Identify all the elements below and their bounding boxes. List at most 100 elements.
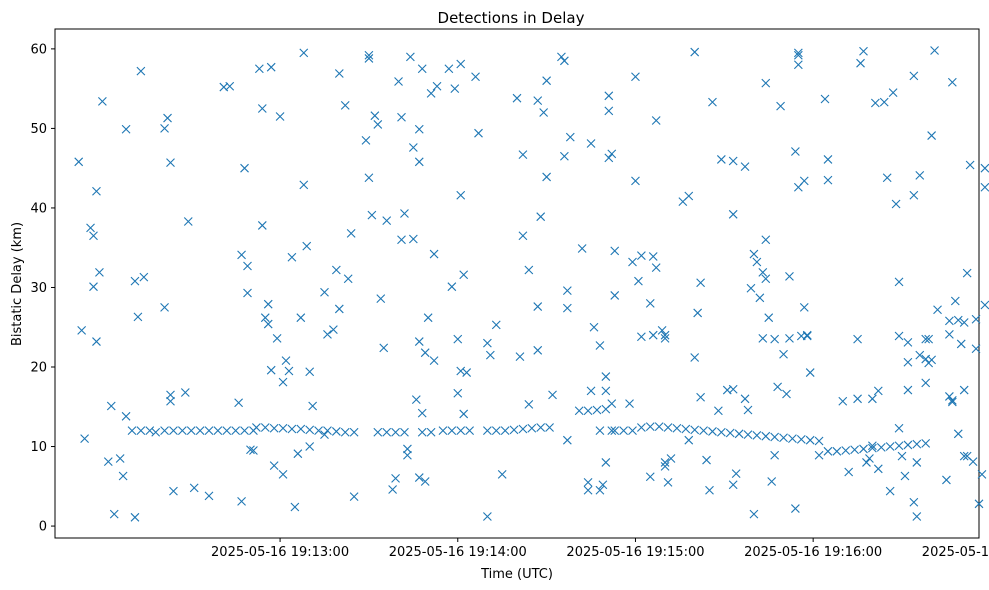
data-point [518,231,528,241]
data-point [231,426,241,436]
data-point [539,108,549,117]
x-tick-label: 2025-05-16 19:15:00 [566,545,704,560]
data-point [867,394,877,404]
data-point [793,50,803,60]
data-point [485,350,495,360]
data-point [305,367,315,377]
chart-title: Detections in Delay [438,9,585,27]
data-point [879,97,889,107]
data-point [414,157,424,167]
data-point [518,424,528,434]
data-point [145,426,155,436]
data-point [527,423,537,433]
data-point [515,352,525,362]
y-tick-label: 60 [30,42,47,57]
data-point [491,320,501,330]
data-point [447,282,457,292]
x-tick-label: 2025-05-16 19:13:00 [211,545,349,560]
data-point [343,274,353,284]
data-point [183,217,193,226]
data-point [225,81,235,91]
data-point [607,149,617,159]
data-point [788,434,797,443]
data-point [281,356,291,366]
data-point [894,441,904,451]
data-point [705,485,714,495]
data-point [136,426,146,436]
data-point [314,426,323,436]
data-point [912,512,922,521]
data-point [601,372,611,381]
data-point [565,132,575,142]
data-point [790,504,800,513]
data-point [776,101,785,111]
data-point [509,425,519,435]
data-point [785,271,794,281]
data-point [761,274,771,284]
data-point [708,97,717,107]
data-point [628,426,637,436]
data-point [533,302,543,311]
data-point [799,302,809,312]
data-point [557,52,566,62]
data-point [583,406,593,416]
data-point [559,151,569,161]
data-point [432,81,442,91]
data-point [980,182,989,192]
data-point [453,388,463,398]
data-point [109,509,119,519]
data-point [823,446,833,456]
data-point [968,457,978,467]
data-point [921,438,931,448]
data-point [583,477,593,487]
data-point [115,454,125,463]
data-point [634,276,643,286]
data-point [980,300,989,310]
data-point [867,443,877,453]
data-point [373,427,383,437]
data-point [92,337,101,346]
data-point [86,223,95,233]
data-point [408,143,418,152]
data-point [785,333,794,343]
data-point [447,426,457,436]
data-point [586,139,596,148]
x-axis: 2025-05-16 19:13:00 2025-05-16 19:14:00 20… [211,538,989,560]
data-point [912,458,922,467]
data-point [956,339,966,349]
data-point [456,366,466,376]
data-point [761,235,771,245]
data-point [574,406,584,416]
data-point [749,509,759,519]
data-point [429,249,439,259]
data-point [944,316,954,326]
data-point [450,84,460,94]
data-point [320,430,329,439]
data-point [320,287,329,297]
data-point [865,454,874,463]
data-point [237,250,246,260]
data-point [974,499,984,509]
x-tick-label: 2025-05-16 19:16:00 [744,545,882,560]
data-point [604,91,614,101]
data-point [663,477,673,487]
data-point [456,426,466,436]
data-point [583,485,593,495]
data-point [761,78,771,88]
data-point [334,69,344,78]
data-point [903,440,913,450]
data-point [873,386,883,396]
data-point [222,426,232,436]
data-point [459,270,469,280]
data-point [512,93,522,103]
data-point [397,112,406,122]
data-point [672,423,682,433]
data-point [690,425,700,435]
data-point [601,386,611,396]
data-point [660,333,670,343]
data-point [169,486,178,496]
data-point [456,59,466,69]
data-point [237,497,246,506]
data-point [870,98,880,108]
